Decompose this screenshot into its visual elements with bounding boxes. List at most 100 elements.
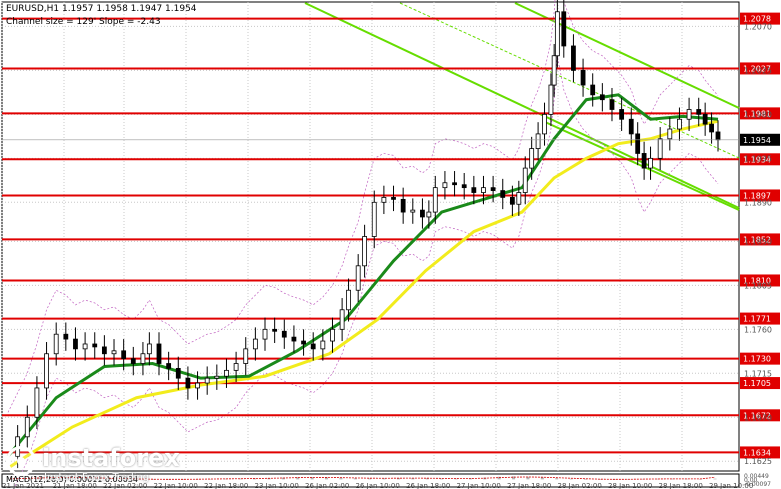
candle-body [580, 69, 586, 86]
candle-body [641, 153, 647, 169]
candle-body [442, 182, 448, 189]
candle-body [371, 201, 377, 237]
candle-body [420, 209, 425, 218]
macd-histogram-bar [526, 476, 530, 480]
level-label-box [740, 233, 780, 246]
y-tick-label: 1.1715 [744, 369, 772, 378]
macd-histogram-bar [368, 478, 372, 480]
macd-histogram-bar [80, 477, 84, 480]
macd-y-tick-label: 0.00 [744, 477, 758, 484]
candle-body [599, 94, 605, 101]
level-label: 1.1981 [743, 109, 771, 118]
candle-body [320, 340, 326, 350]
candle-body [471, 187, 477, 193]
candle-body [24, 416, 30, 438]
candle-body [432, 187, 438, 213]
macd-histogram-bar [512, 476, 516, 480]
macd-y-tick-label: 0.00449 [744, 473, 769, 480]
brand-logo: instaforex Instant Forex Trading [6, 444, 186, 484]
macd-histogram-bar [339, 477, 343, 480]
candle-body [516, 192, 522, 205]
candle-body [243, 348, 249, 364]
candle-body [101, 346, 107, 355]
candle-body [529, 148, 535, 169]
current-price-box [740, 133, 780, 146]
candle-body [481, 187, 486, 193]
candle-body [281, 330, 287, 338]
candle-body [121, 350, 127, 360]
level-label: 1.1634 [743, 448, 771, 457]
macd-histogram-bar [713, 478, 717, 480]
candle-body [339, 309, 345, 330]
y-tick-label: 1.1890 [744, 198, 772, 207]
macd-histogram-bar [152, 479, 156, 480]
macd-histogram-bar [109, 478, 113, 480]
candle-body [130, 358, 136, 364]
macd-histogram-bar [655, 478, 659, 480]
candle-body [500, 190, 506, 198]
x-tick-label: 28 Jan 02:00 [558, 482, 602, 489]
x-tick-label: 21 Jan 2021 [2, 482, 44, 489]
macd-label: MACD(12,26,9) 0.00011 0.00034 [6, 475, 138, 484]
candle-body [635, 133, 641, 154]
x-tick-label: 26 Jan 18:00 [406, 482, 450, 489]
level-label: 1.1934 [743, 155, 771, 164]
macd-histogram-bar [296, 477, 300, 480]
candle-body [452, 182, 457, 186]
level-label-box [740, 274, 780, 287]
candle-body [73, 338, 78, 350]
y-tick-label: 1.1850 [744, 237, 772, 246]
level-label-box [740, 62, 780, 75]
logo-tagline: Instant Forex Trading [44, 472, 150, 483]
level-label-box [740, 12, 780, 25]
macd-histogram-bar [425, 478, 429, 480]
candle-body [667, 128, 673, 140]
candle-body [146, 343, 152, 355]
candle-body [166, 363, 172, 369]
macd-histogram-bar [540, 477, 544, 480]
level-label-box [740, 312, 780, 325]
candle-body [410, 209, 416, 213]
candle-body [233, 363, 239, 371]
candle-body [53, 333, 59, 355]
current-price-label: 1.1954 [743, 136, 771, 145]
candle-body [195, 382, 200, 389]
macd-histogram-bar [569, 478, 573, 480]
x-tick-label: 28 Jan 18:00 [659, 482, 703, 489]
macd-histogram-bar [123, 478, 127, 480]
x-tick-label: 21 Jan 18:00 [53, 482, 97, 489]
candle-body [522, 167, 528, 193]
y-tick-label: 1.1805 [744, 281, 772, 290]
x-tick-label: 26 Jan 02:00 [305, 482, 349, 489]
level-label: 1.1810 [743, 276, 771, 285]
candle-body [542, 113, 547, 135]
level-label-box [740, 377, 780, 390]
candle-body [426, 211, 432, 218]
channel-mid-line [399, 2, 740, 159]
x-tick-label: 29 Jan 10:00 [709, 482, 753, 489]
level-label: 1.1852 [743, 235, 771, 244]
candle-body [330, 328, 335, 342]
candle-body [490, 187, 496, 191]
macd-histogram-bar [224, 478, 228, 480]
candle-body [111, 350, 117, 355]
candle-body [185, 377, 191, 389]
x-tick-label: 26 Jan 10:00 [356, 482, 400, 489]
candle-body [252, 338, 258, 350]
candle-body [571, 45, 576, 71]
level-label: 1.1730 [743, 355, 771, 364]
macd-histogram-bar [166, 479, 170, 480]
candle-body [548, 84, 554, 115]
bollinger-upper [7, 0, 719, 413]
macd-histogram-bar [411, 478, 415, 480]
macd-histogram-bar [8, 478, 12, 480]
macd-histogram-bar [281, 477, 285, 480]
candle-body [63, 333, 69, 340]
candle-body [648, 157, 653, 169]
candle-body [696, 109, 702, 115]
candle-body [92, 343, 98, 348]
candle-body [609, 99, 615, 110]
level-label-box [740, 189, 780, 202]
candle-body [619, 109, 625, 120]
